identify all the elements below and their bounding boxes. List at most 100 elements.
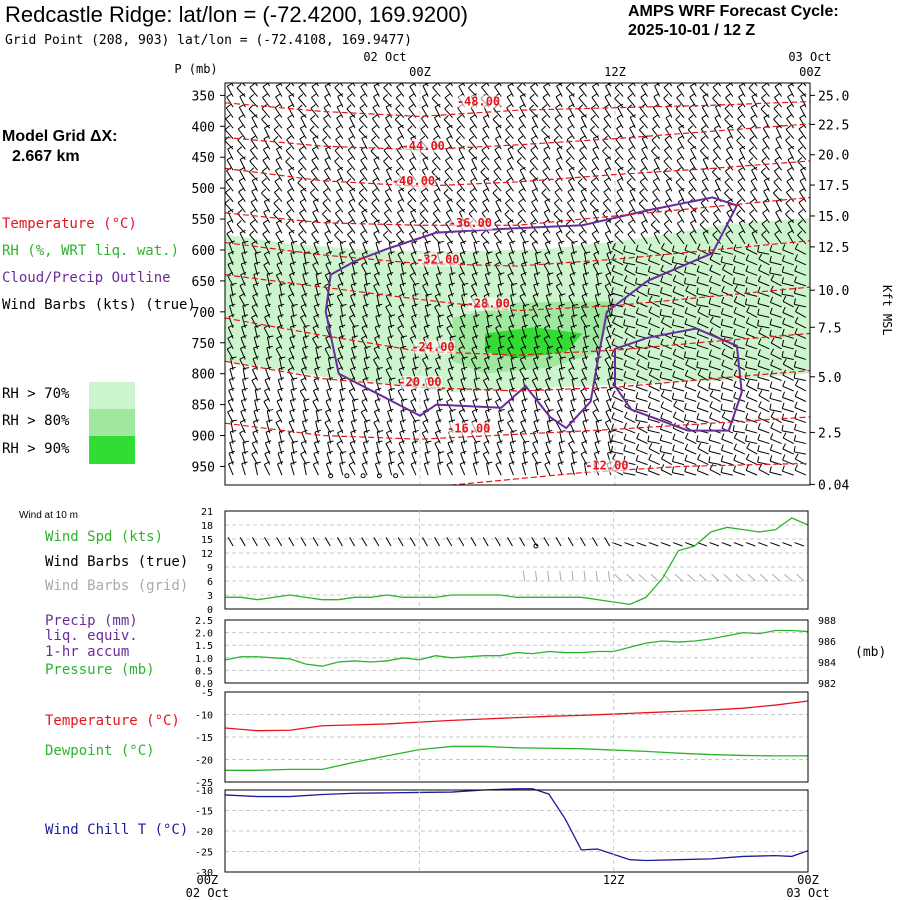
wind-barb	[313, 450, 320, 465]
wind-barb-flag	[529, 104, 535, 110]
wind-barb-shaft	[506, 181, 514, 192]
wind-barb-shaft	[446, 464, 453, 476]
wind-barb-flag	[518, 198, 524, 204]
wind-barb-shaft	[696, 418, 709, 424]
wind-barb-flag	[506, 93, 513, 98]
wind-barb-shaft	[298, 86, 307, 97]
wind-barb-flag	[578, 83, 585, 88]
wind-barb-flag	[660, 412, 664, 419]
wind-barb	[648, 453, 660, 466]
wind-barb	[397, 124, 405, 139]
wind-barb-shaft	[459, 463, 466, 476]
wind-barb-shaft	[590, 192, 600, 203]
wind-barb-flag	[297, 178, 303, 184]
wind-barb-flag	[519, 293, 526, 297]
wind-barb-shaft	[410, 211, 417, 223]
wind-barb-flag	[664, 146, 670, 151]
wind-barb-flag	[263, 324, 270, 329]
wind-barb-flag	[243, 367, 250, 370]
wind-barb-shaft	[251, 191, 258, 202]
wind-barb	[372, 166, 380, 181]
wind-barb-flag	[411, 303, 418, 307]
wind-barb	[469, 198, 478, 213]
wind-barb-flag	[412, 429, 419, 433]
wind-barb-shaft	[383, 160, 392, 171]
wind-barb-flag	[749, 198, 756, 204]
wind-barb-flag	[395, 93, 402, 99]
wind-barb	[522, 83, 527, 87]
wind-barb	[349, 187, 356, 202]
rh70-swatch	[89, 382, 135, 409]
wind-barb	[352, 83, 356, 87]
wind-barb	[720, 455, 733, 466]
wind-barb	[659, 445, 672, 455]
wind-barb-flag	[672, 381, 675, 388]
wind-barb-shaft	[249, 86, 258, 97]
wind-barb-shaft	[288, 169, 295, 181]
wind-barb-flag	[532, 293, 539, 297]
wind-barb-flag	[277, 240, 284, 244]
wind-barb-shaft	[495, 253, 502, 266]
wind-barb-flag	[471, 419, 478, 423]
wind-barb-shaft	[252, 295, 258, 308]
wind-barb-flag	[385, 177, 392, 182]
wind-barb	[493, 156, 502, 171]
wind-barb-flag	[362, 450, 369, 454]
wind-barb-shaft	[373, 85, 380, 97]
wind-barb-shaft	[505, 129, 514, 139]
wind-barb-flag	[277, 324, 284, 328]
wind-barb-flag	[274, 103, 281, 109]
wind-barb-flag	[603, 177, 610, 182]
wind-barb-flag	[239, 293, 245, 297]
wind-barb	[398, 303, 405, 318]
wind-barb-shaft	[684, 386, 697, 392]
rh90-swatch	[89, 436, 135, 464]
wind-barb-shaft	[532, 180, 539, 192]
wind-barb-shaft	[721, 449, 733, 455]
wind-barb-flag	[473, 461, 480, 465]
wind-barb	[337, 93, 344, 108]
wind-barb	[372, 177, 380, 192]
wind-barb	[708, 445, 721, 455]
wind-barb-flag	[249, 156, 255, 162]
wind-barb-flag	[289, 272, 296, 276]
wind-barb-flag	[579, 209, 586, 214]
wind-barb	[252, 293, 259, 308]
wind-barb-flag	[360, 219, 367, 224]
wind-barb-shaft	[336, 117, 344, 129]
wind-barb	[299, 135, 307, 150]
wind-barb-flag	[544, 135, 550, 140]
wind-barb	[530, 146, 539, 160]
wind-barb	[336, 114, 344, 129]
wind-barb-flag	[327, 366, 334, 370]
wind-barb	[237, 135, 246, 150]
wind-barb-flag	[635, 443, 640, 450]
wind-barb-flag	[535, 461, 542, 464]
wind-barb-flag	[226, 93, 233, 98]
wind-barb	[360, 83, 368, 97]
wind-barb-shaft	[337, 358, 344, 371]
wind-barb-flag	[530, 209, 537, 214]
wind-barb-shaft	[534, 463, 539, 476]
wind-barb-flag	[313, 240, 320, 244]
wind-barb	[444, 167, 453, 182]
wind-barb-shaft	[388, 463, 393, 476]
wind-barb-flag	[371, 135, 377, 141]
wind-barb-flag	[521, 335, 528, 339]
wind-barb	[397, 314, 405, 329]
wind-barb-shaft	[444, 181, 453, 192]
wind-barb	[684, 443, 697, 455]
wind-barb-shaft	[263, 464, 271, 476]
wind-barb-flag	[469, 198, 475, 204]
wind-barb-shaft	[627, 160, 636, 171]
wind-barb-flag	[641, 83, 647, 87]
wind-barb-flag	[323, 103, 330, 109]
wind-barb-flag	[519, 166, 526, 171]
wind-barb-flag	[578, 93, 584, 99]
wind-barb-flag	[495, 135, 501, 140]
wind-barb	[480, 167, 490, 182]
wind-barb-flag	[457, 166, 464, 172]
wind-barb-shaft	[373, 411, 380, 423]
wind-barb-flag	[225, 125, 230, 131]
wind-barb-flag	[398, 187, 405, 192]
